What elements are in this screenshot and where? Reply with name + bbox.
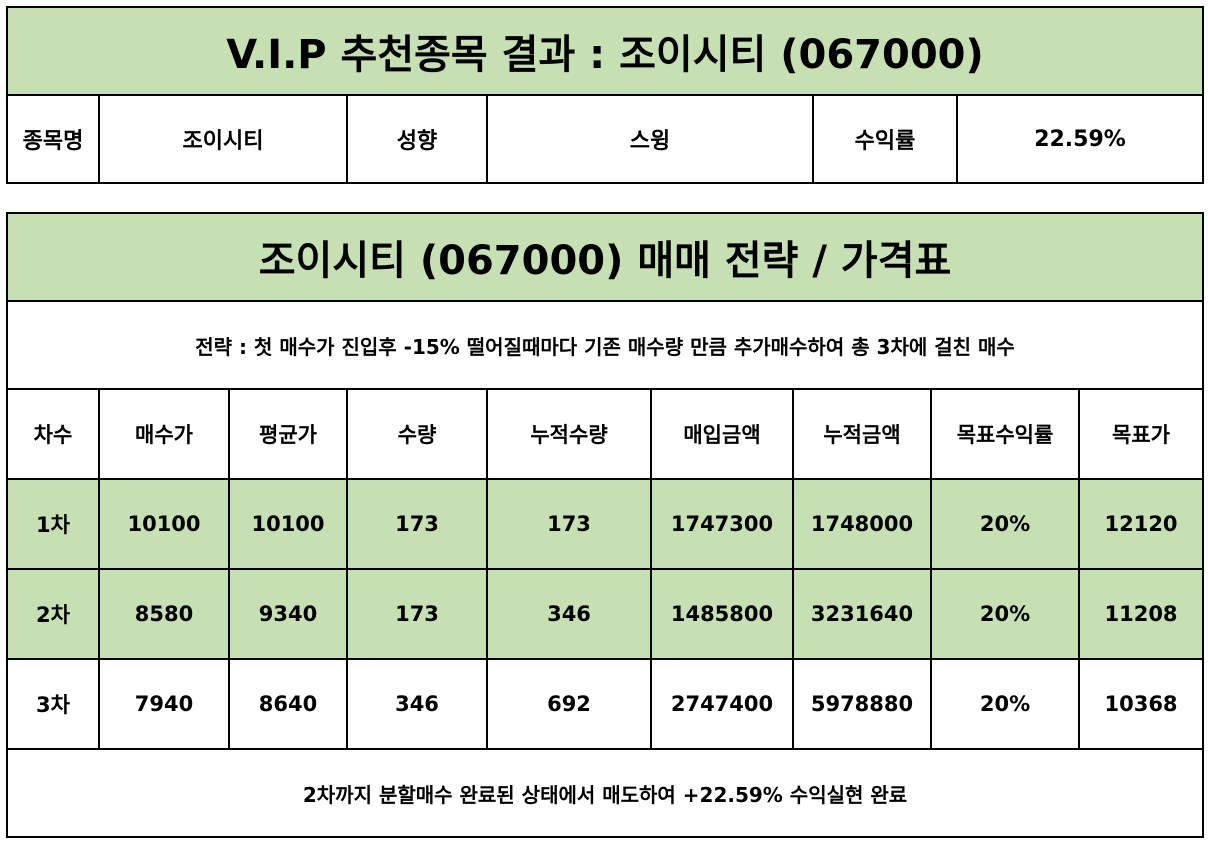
header-round: 차수	[6, 388, 100, 480]
cell-buy-price: 10100	[98, 478, 230, 570]
header-row: 차수 매수가 평균가 수량 누적수량 매입금액 누적금액 목표수익률 목표가	[6, 388, 1205, 480]
cell-cum-amount: 1748000	[792, 478, 932, 570]
name-label: 종목명	[6, 94, 100, 184]
table-row: 2차 8580 9340 173 346 1485800 3231640 20%…	[6, 568, 1205, 660]
cell-target-price: 11208	[1077, 568, 1205, 660]
cell-buy-price: 7940	[98, 658, 230, 750]
cell-avg-price: 9340	[228, 568, 348, 660]
strategy-table: 조이시티 (067000) 매매 전략 / 가격표 전략 : 첫 매수가 진입후…	[5, 212, 1205, 838]
strategy-title: 조이시티 (067000) 매매 전략 / 가격표	[5, 212, 1205, 302]
summary-title: V.I.P 추천종목 결과 : 조이시티 (067000)	[5, 6, 1205, 96]
header-buy-price: 매수가	[98, 388, 230, 480]
header-target-return: 목표수익률	[930, 388, 1080, 480]
cell-quantity: 173	[346, 568, 488, 660]
cell-target-price: 12120	[1077, 478, 1205, 570]
cell-buy-amount: 2747400	[650, 658, 794, 750]
cell-target-return: 20%	[930, 568, 1080, 660]
header-avg-price: 평균가	[228, 388, 348, 480]
result-footer: 2차까지 분할매수 완료된 상태에서 매도하여 +22.59% 수익실현 완료	[5, 748, 1205, 838]
cell-buy-amount: 1485800	[650, 568, 794, 660]
return-label: 수익률	[812, 94, 958, 184]
cell-avg-price: 10100	[228, 478, 348, 570]
header-quantity: 수량	[346, 388, 488, 480]
cell-target-return: 20%	[930, 658, 1080, 750]
style-value: 스윙	[486, 94, 814, 184]
cell-cum-quantity: 346	[486, 568, 652, 660]
style-label: 성향	[346, 94, 488, 184]
cell-round: 1차	[6, 478, 100, 570]
header-cum-quantity: 누적수량	[486, 388, 652, 480]
return-value: 22.59%	[955, 94, 1205, 184]
cell-target-price: 10368	[1077, 658, 1205, 750]
table-row: 3차 7940 8640 346 692 2747400 5978880 20%…	[6, 658, 1205, 750]
summary-table: V.I.P 추천종목 결과 : 조이시티 (067000) 종목명 조이시티 성…	[5, 6, 1205, 184]
cell-quantity: 173	[346, 478, 488, 570]
cell-buy-price: 8580	[98, 568, 230, 660]
cell-quantity: 346	[346, 658, 488, 750]
cell-avg-price: 8640	[228, 658, 348, 750]
cell-round: 3차	[6, 658, 100, 750]
table-row: 1차 10100 10100 173 173 1747300 1748000 2…	[6, 478, 1205, 570]
cell-buy-amount: 1747300	[650, 478, 794, 570]
cell-target-return: 20%	[930, 478, 1080, 570]
cell-cum-quantity: 692	[486, 658, 652, 750]
header-buy-amount: 매입금액	[650, 388, 794, 480]
header-cum-amount: 누적금액	[792, 388, 932, 480]
cell-cum-amount: 5978880	[792, 658, 932, 750]
name-value: 조이시티	[98, 94, 348, 184]
header-target-price: 목표가	[1077, 388, 1205, 480]
cell-cum-amount: 3231640	[792, 568, 932, 660]
strategy-description: 전략 : 첫 매수가 진입후 -15% 떨어질때마다 기존 매수량 만큼 추가매…	[5, 300, 1205, 390]
cell-round: 2차	[6, 568, 100, 660]
cell-cum-quantity: 173	[486, 478, 652, 570]
